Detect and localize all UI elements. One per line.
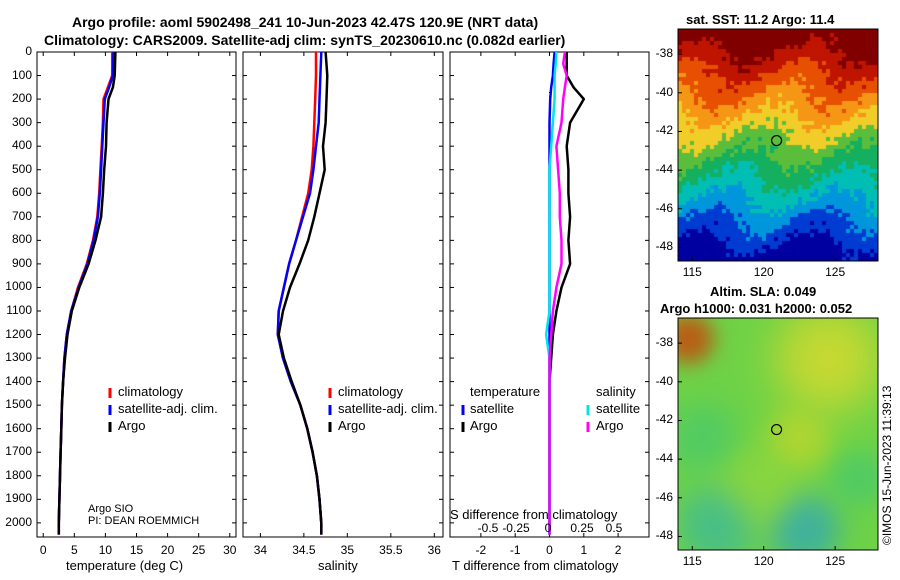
sla-map-title-line1: Altim. SLA: 0.049 — [710, 284, 817, 299]
depth-tick-label: 1100 — [6, 302, 32, 317]
x-tick-label: 36 — [428, 543, 442, 557]
map-y-tick-label: -42 — [655, 412, 673, 427]
map-y-tick-label: -44 — [655, 451, 673, 466]
map-x-tick-label: 125 — [825, 265, 846, 279]
map-y-tick-label: -44 — [655, 162, 673, 177]
temperature-xlabel: temperature (deg C) — [66, 558, 184, 573]
axes-box — [242, 51, 444, 538]
s-difference-label: S difference from climatology — [450, 507, 618, 522]
legend-temperature-header: temperature — [470, 384, 541, 399]
map-y-tick-label: -48 — [655, 528, 673, 543]
x-tick-label: 25 — [192, 543, 206, 557]
legend-temp-satellite: satellite — [470, 401, 515, 416]
legend-climatology: climatology — [338, 384, 404, 399]
depth-tick-label: 2000 — [5, 514, 32, 529]
map-y-tick-label: -42 — [655, 123, 673, 138]
series-line-argo — [277, 51, 329, 535]
credit-line2: PI: DEAN ROEMMICH — [88, 515, 200, 527]
depth-tick-label: 1300 — [5, 350, 32, 365]
map-y-tick-label: -40 — [655, 84, 673, 99]
legend-climatology: climatology — [118, 384, 184, 399]
x-tick-label: 35 — [341, 543, 355, 557]
legend-argo: Argo — [118, 418, 146, 433]
depth-tick-label: 1200 — [5, 326, 32, 341]
series-line-salinity-argo — [548, 51, 568, 535]
x-tick-label: 2 — [615, 543, 622, 557]
legend-satellite-clim: satellite-adj. clim. — [118, 401, 218, 416]
x-tick-label: 10 — [99, 543, 113, 557]
x-tick-label: 0 — [546, 543, 553, 557]
credit-line1: Argo SIO — [88, 503, 134, 515]
depth-tick-label: 700 — [11, 208, 32, 223]
depth-tick-label: 800 — [11, 232, 32, 247]
x-tick-label: -1 — [510, 543, 521, 557]
x-tick-label: 1 — [580, 543, 587, 557]
figure-title-line2: Climatology: CARS2009. Satellite-adj cli… — [44, 32, 566, 48]
map-x-tick-label: 125 — [825, 554, 846, 568]
depth-tick-label: 0 — [25, 44, 32, 58]
s-diff-tick-label: 0.25 — [570, 521, 594, 535]
legend-satellite-clim: satellite-adj. clim. — [338, 401, 438, 416]
legend-sal-satellite: satellite — [596, 401, 641, 416]
x-tick-label: 34.5 — [292, 543, 316, 557]
legend-sal-argo: Argo — [596, 418, 624, 433]
map-y-tick-label: -48 — [655, 239, 673, 254]
sla-map — [678, 318, 878, 550]
depth-tick-label: 1400 — [5, 373, 32, 388]
depth-tick-label: 1000 — [5, 279, 32, 294]
depth-tick-label: 1600 — [5, 420, 32, 435]
map-x-tick-label: 115 — [682, 265, 702, 279]
s-diff-tick-label: 0 — [544, 521, 552, 535]
difference-xlabel: T difference from climatology — [452, 558, 619, 573]
map-y-tick-label: -38 — [655, 335, 673, 350]
map-y-tick-label: -38 — [655, 46, 673, 61]
map-x-tick-label: 120 — [753, 554, 774, 568]
depth-tick-label: 300 — [11, 114, 32, 129]
temperature-panel: 0 5 10 15 20 25 30 — [36, 51, 237, 557]
sst-map-title: sat. SST: 11.2 Argo: 11.4 — [686, 12, 835, 27]
depth-tick-label: 100 — [11, 67, 32, 82]
legend-temp-argo: Argo — [470, 418, 498, 433]
salinity-panel: 34 34.5 35 35.5 36 — [242, 51, 444, 557]
x-tick-label: -2 — [476, 543, 487, 557]
map-x-tick-label: 115 — [682, 554, 702, 568]
x-tick-label: 34 — [254, 543, 268, 557]
x-tick-label: 0 — [40, 543, 47, 557]
map-x-tick-label: 120 — [753, 265, 774, 279]
depth-tick-label: 900 — [11, 255, 32, 270]
sla-map-title-line2: Argo h1000: 0.031 h2000: 0.052 — [660, 301, 853, 316]
map-y-tick-label: -46 — [655, 489, 673, 504]
legend-argo: Argo — [338, 418, 366, 433]
legend-salinity-header: salinity — [596, 384, 636, 399]
map-y-tick-label: -40 — [655, 373, 673, 388]
s-diff-tick-label: -0.25 — [502, 521, 530, 535]
series-line-satellite-adj-clim- — [57, 51, 115, 535]
x-tick-label: 20 — [161, 543, 175, 557]
x-tick-label: 5 — [71, 543, 78, 557]
s-diff-tick-label: -0.5 — [477, 521, 499, 535]
salinity-xlabel: salinity — [318, 558, 358, 573]
depth-tick-label: 200 — [11, 91, 32, 106]
depth-tick-label: 500 — [11, 161, 32, 176]
x-tick-label: 15 — [130, 543, 144, 557]
depth-tick-label: 1800 — [5, 467, 32, 482]
map-y-tick-label: -46 — [655, 200, 673, 215]
axes-box — [36, 51, 237, 538]
depth-tick-label: 1500 — [5, 397, 32, 412]
imos-timestamp: ©IMOS 15-Jun-2023 11:39:13 — [880, 385, 894, 545]
depth-tick-label: 600 — [11, 185, 32, 200]
s-diff-tick-label: 0.5 — [605, 521, 623, 535]
x-tick-label: 35.5 — [379, 543, 403, 557]
depth-tick-label: 400 — [11, 138, 32, 153]
depth-tick-label: 1900 — [5, 491, 32, 506]
series-line-argo — [57, 51, 117, 535]
x-tick-label: 30 — [223, 543, 237, 557]
depth-tick-label: 1700 — [5, 444, 32, 459]
figure-title-line1: Argo profile: aoml 5902498_241 10-Jun-20… — [72, 14, 539, 30]
sst-map — [678, 29, 878, 261]
difference-panel: -2 -1 0 1 2 — [449, 51, 650, 557]
